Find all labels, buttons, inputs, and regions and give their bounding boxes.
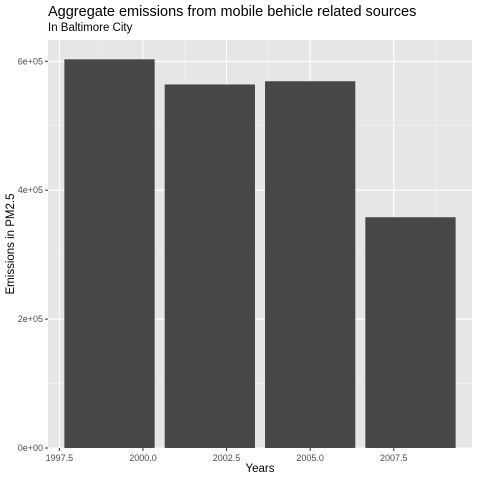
y-tick-label: 0e+00 <box>18 443 43 453</box>
x-axis: 1997.5 2000.0 2002.5 2005.0 2007.5 <box>46 448 408 463</box>
bar <box>164 84 255 448</box>
y-axis-title: Emissions in PM2.5 <box>5 194 17 295</box>
x-tick-label: 2005.0 <box>296 453 324 463</box>
y-tick-label: 6e+05 <box>18 56 43 66</box>
bar <box>265 81 356 448</box>
chart-title: Aggregate emissions from mobile behicle … <box>48 4 416 20</box>
bar <box>365 217 456 448</box>
y-tick-label: 2e+05 <box>18 314 43 324</box>
y-axis: 0e+00 2e+05 4e+05 6e+05 <box>18 56 48 453</box>
x-axis-title: Years <box>246 463 275 475</box>
x-tick-label: 2002.5 <box>213 453 241 463</box>
x-tick-label: 1997.5 <box>46 453 74 463</box>
bar-series <box>64 59 456 449</box>
chart-subtitle: In Baltimore City <box>48 22 133 34</box>
x-tick-label: 2007.5 <box>380 453 408 463</box>
bar <box>64 59 155 449</box>
x-tick-label: 2000.0 <box>129 453 157 463</box>
y-tick-label: 4e+05 <box>18 185 43 195</box>
